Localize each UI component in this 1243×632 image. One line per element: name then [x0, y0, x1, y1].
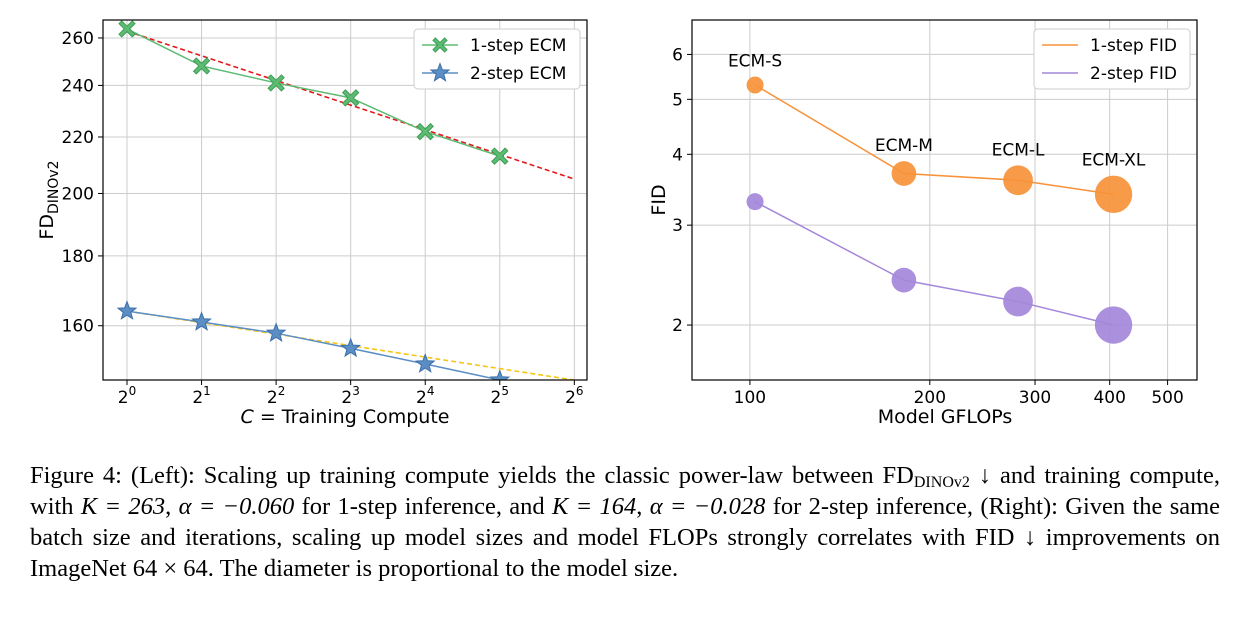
legend-star-marker [429, 62, 451, 82]
right-point-1-step-ecm-m [891, 161, 917, 186]
legend-2-step-ecm-marker [429, 62, 451, 82]
right-series-line-1-step [754, 84, 1114, 196]
left-legend-box [413, 28, 581, 90]
left-y-ticks: 160 180 200 220 240 260 [62, 29, 103, 337]
right-point-2-step-ecm-m [891, 267, 917, 293]
point-2-step-ecm [489, 369, 511, 380]
left-y-axis-label: FDDINOv2 [36, 160, 62, 239]
legend-1-step-ecm-marker [432, 37, 448, 53]
legend-1-step-fid-label: 1-step FID [1090, 36, 1177, 56]
left-x-tick-label: 20 [118, 384, 136, 408]
left-x-tick-label: 26 [565, 384, 583, 408]
right-model-annotations: ECM-S ECM-M ECM-L ECM-XL [728, 51, 1146, 170]
legend-2-step-ecm-label: 2-step ECM [470, 64, 566, 84]
right-point-1-step-ecm-s [746, 76, 764, 94]
left-x-tick-label: 23 [341, 384, 359, 408]
right-y-tick-label: 3 [672, 216, 683, 236]
left-series [116, 20, 511, 380]
point-1-step-ecm [118, 20, 136, 38]
point-1-step-ecm [192, 57, 211, 75]
point-1-step-ecm [416, 122, 434, 141]
right-x-tick-label: 400 [1093, 388, 1125, 408]
point-2-step-ecm [265, 322, 287, 343]
point-1-step-ecm [491, 147, 509, 165]
right-point-1-step-ecm-l [1003, 165, 1033, 196]
right-x-tick-label: 200 [914, 388, 946, 408]
right-point-1-step-ecm-xl [1094, 175, 1133, 214]
left-x-tick-label: 21 [192, 384, 210, 408]
left-x-ticks: 20 21 22 23 24 25 26 [118, 380, 584, 408]
right-plot-frame [691, 19, 1198, 381]
left-plot-frame [102, 19, 588, 381]
right-x-tick-label: 300 [1019, 388, 1051, 408]
annotation-ecm-s: ECM-S [728, 51, 782, 71]
right-y-tick-label: 5 [672, 90, 683, 110]
right-legend: 1-step FID 2-step FID [1033, 28, 1191, 90]
right-y-tick-label: 4 [672, 145, 683, 165]
left-x-tick-label: 25 [491, 384, 509, 408]
point-2-step-ecm [116, 300, 138, 320]
right-y-tick-label: 6 [672, 45, 683, 65]
left-y-tick-label: 160 [62, 317, 94, 337]
left-y-tick-label: 240 [62, 76, 94, 96]
right-x-ticks: 100 200 300 400 500 [734, 380, 1184, 408]
point-2-step-ecm [340, 337, 362, 358]
left-legend: 1-step ECM 2-step ECM [413, 28, 581, 90]
right-point-2-step-ecm-xl [1094, 306, 1133, 344]
legend-2-step-fid-label: 2-step FID [1090, 64, 1177, 84]
right-y-tick-label: 2 [672, 316, 683, 336]
annotation-ecm-m: ECM-M [875, 136, 933, 156]
right-x-tick-label: 500 [1151, 388, 1183, 408]
legend-1-step-ecm-label: 1-step ECM [470, 36, 566, 56]
annotation-ecm-l: ECM-L [992, 140, 1045, 160]
left-series-line-2-step [126, 310, 500, 380]
point-1-step-ecm [267, 74, 285, 92]
right-point-2-step-ecm-s [746, 193, 764, 211]
right-y-ticks: 2 3 4 5 6 [672, 45, 692, 336]
right-y-axis-label: FID [648, 184, 670, 215]
left-y-tick-label: 260 [62, 29, 94, 49]
left-x-axis-label: C = Training Compute [241, 406, 450, 428]
right-x-axis-label: Model GFLOPs [878, 406, 1013, 428]
legend-x-marker [432, 37, 448, 53]
right-series [746, 76, 1133, 344]
left-y-tick-label: 220 [62, 128, 94, 148]
left-y-tick-label: 180 [62, 247, 94, 267]
right-x-tick-label: 100 [734, 388, 766, 408]
right-legend-box [1033, 28, 1191, 90]
right-point-2-step-ecm-l [1003, 286, 1033, 317]
right-series-line-2-step [754, 201, 1114, 326]
left-series-line-1-step [126, 28, 501, 157]
left-chart: 20 21 22 23 24 25 26 160 180 200 220 240 260 C = Tr… [36, 19, 588, 428]
annotation-ecm-xl: ECM-XL [1082, 151, 1146, 171]
left-x-tick-label: 22 [267, 384, 285, 408]
figure-caption: Figure 4: (Left): Scaling up training co… [30, 462, 1221, 582]
point-1-step-ecm [341, 89, 360, 107]
left-x-tick-label: 24 [416, 384, 434, 408]
left-y-tick-label: 200 [62, 184, 94, 204]
point-2-step-ecm [414, 353, 436, 373]
point-2-step-ecm [191, 311, 212, 331]
